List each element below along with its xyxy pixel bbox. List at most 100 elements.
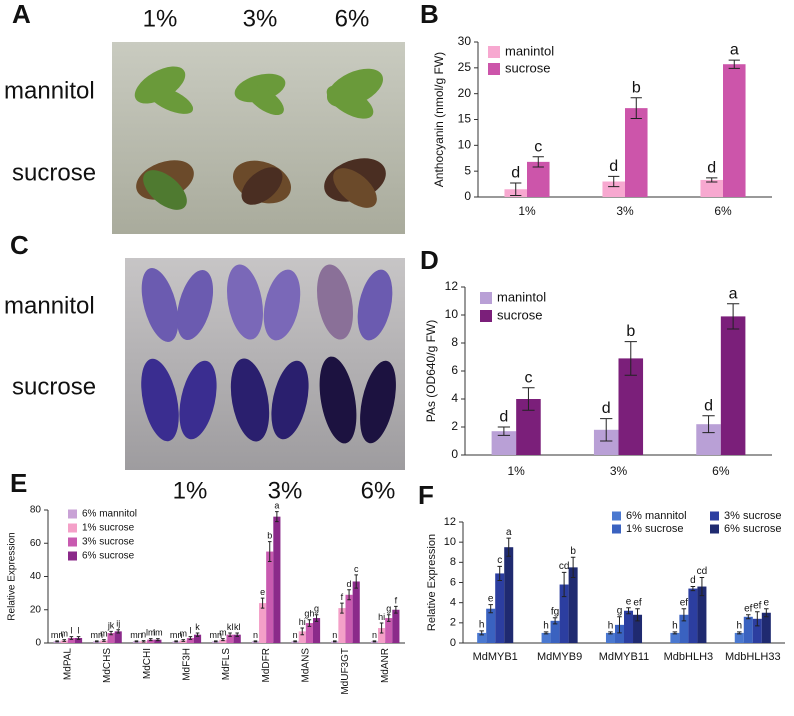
bar xyxy=(154,639,162,643)
legend-label: manintol xyxy=(505,43,554,58)
legend-label: manintol xyxy=(497,289,546,304)
error-bar xyxy=(214,640,218,643)
error-bar xyxy=(706,177,718,183)
error-bar xyxy=(635,608,640,622)
error-bar xyxy=(479,630,484,636)
error-bar xyxy=(608,631,613,635)
error-bar xyxy=(626,607,631,615)
panel-label: E xyxy=(10,468,27,498)
error-bar xyxy=(134,640,139,643)
bar xyxy=(266,551,274,643)
error-bar xyxy=(532,156,544,168)
y-axis-label: Anthocyanin (nmol/g FW) xyxy=(432,52,446,187)
significance-letter: a xyxy=(506,527,512,538)
bar xyxy=(486,608,496,643)
significance-letter: hi xyxy=(299,617,306,627)
bar xyxy=(700,179,723,197)
concentration-label: 1% xyxy=(173,477,208,504)
error-bar xyxy=(275,511,279,523)
error-bar xyxy=(253,640,258,643)
error-bar xyxy=(333,640,337,643)
concentration-label: 6% xyxy=(361,477,396,504)
significance-letter: b xyxy=(632,79,641,96)
significance-letter: n xyxy=(372,630,377,640)
row-label: sucrose xyxy=(12,373,96,400)
y-axis-label: Relative Expression xyxy=(426,534,438,631)
photo-c xyxy=(125,258,405,470)
x-tick-label: 6% xyxy=(712,464,730,478)
significance-letter: d xyxy=(347,579,352,589)
significance-letter: d xyxy=(704,397,713,414)
error-bar xyxy=(188,636,193,640)
y-tick-label: 5 xyxy=(464,163,471,177)
bar xyxy=(720,316,746,455)
bar xyxy=(233,634,241,643)
significance-letter: ij xyxy=(116,619,120,629)
panel-label: F xyxy=(418,480,434,510)
error-bar xyxy=(702,415,715,434)
error-bar xyxy=(195,632,200,637)
x-tick-label: MdF3H xyxy=(181,648,192,681)
error-bar xyxy=(497,565,502,581)
bar xyxy=(602,181,625,197)
legend-swatch xyxy=(710,524,719,534)
significance-letter: mn xyxy=(51,630,64,640)
error-bar xyxy=(372,640,377,643)
error-bar xyxy=(617,616,622,634)
y-tick-label: 4 xyxy=(451,391,458,405)
significance-letter: n xyxy=(332,630,337,640)
legend-swatch xyxy=(488,46,500,58)
bar xyxy=(392,609,400,643)
y-tick-label: 2 xyxy=(451,419,458,433)
legend-label: 1% sucrose xyxy=(82,523,135,534)
significance-letter: c xyxy=(497,555,502,566)
significance-letter: jk xyxy=(107,620,115,630)
bar xyxy=(298,631,306,643)
significance-letter: m xyxy=(100,629,108,639)
significance-letter: a xyxy=(729,285,738,302)
significance-letter: ef xyxy=(680,597,689,608)
significance-letter: g xyxy=(386,604,391,614)
significance-letter: h xyxy=(672,621,678,632)
significance-letter: f xyxy=(395,595,398,605)
y-axis-label: PAs (OD640/g FW) xyxy=(424,320,438,422)
y-tick-label: 20 xyxy=(30,604,42,615)
legend-swatch xyxy=(488,63,500,75)
error-bar xyxy=(148,638,153,642)
significance-letter: e xyxy=(626,596,632,607)
error-bar xyxy=(488,604,493,614)
y-tick-label: 20 xyxy=(458,86,472,100)
significance-letter: cd xyxy=(697,566,708,577)
legend-label: sucrose xyxy=(505,60,551,75)
bar xyxy=(504,547,514,643)
y-tick-label: 8 xyxy=(451,335,458,349)
significance-letter: b xyxy=(570,546,576,557)
y-tick-label: 6 xyxy=(450,576,456,588)
significance-letter: fg xyxy=(551,606,559,617)
y-tick-label: 80 xyxy=(30,505,42,516)
y-axis-label: Relative Expression xyxy=(7,532,18,620)
error-bar xyxy=(497,426,511,436)
x-tick-label: MdbHLH33 xyxy=(725,651,781,663)
error-bar xyxy=(510,182,522,196)
error-bar xyxy=(746,614,751,620)
significance-letter: kl xyxy=(227,622,234,632)
significance-letter: h xyxy=(608,621,614,632)
concentration-label: 3% xyxy=(243,5,278,32)
bar xyxy=(568,567,578,643)
error-bar xyxy=(221,638,225,642)
y-tick-label: 10 xyxy=(445,307,459,321)
bar xyxy=(734,632,744,643)
error-bar xyxy=(600,418,613,442)
x-tick-label: MdDFR xyxy=(261,648,272,682)
error-bar xyxy=(116,629,120,634)
x-tick-label: MdMYB9 xyxy=(537,651,582,663)
legend-swatch xyxy=(612,511,621,521)
x-tick-label: MdCHS xyxy=(102,648,113,683)
y-tick-label: 12 xyxy=(444,516,456,528)
y-tick-label: 0 xyxy=(451,447,458,461)
significance-letter: n xyxy=(293,630,298,640)
bar xyxy=(723,64,746,197)
significance-letter: l xyxy=(70,626,72,636)
bar xyxy=(614,624,624,643)
